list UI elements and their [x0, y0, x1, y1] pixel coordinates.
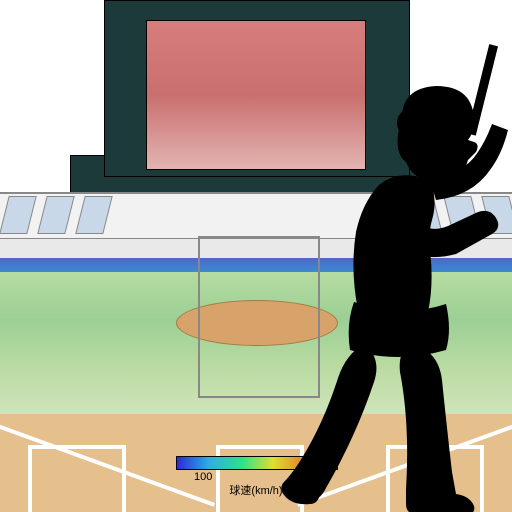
- batter-icon: [280, 44, 512, 512]
- batter-silhouette: [280, 44, 512, 512]
- pitch-speed-diagram: 100 150 球速(km/h): [0, 0, 512, 512]
- batters-box-left: [28, 445, 126, 512]
- legend-tick-min: 100: [194, 471, 212, 483]
